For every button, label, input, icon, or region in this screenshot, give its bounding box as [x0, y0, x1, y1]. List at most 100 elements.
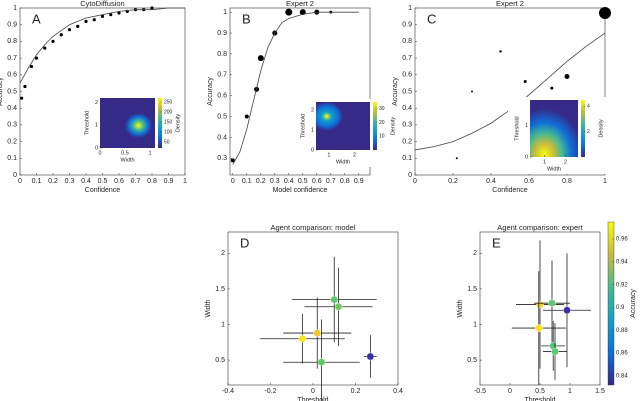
x-tick-label: 0.7: [131, 178, 141, 185]
inset-colorbar: [373, 102, 377, 150]
y-tick-label: 0.4: [402, 105, 412, 112]
y-tick-label: 0.6: [7, 72, 17, 79]
colorbar-tick-label: 0.84: [616, 373, 628, 379]
data-point: [43, 46, 47, 50]
data-point: [76, 24, 80, 28]
y-tick-label: 0.5: [215, 357, 225, 364]
colorbar-tick-label: 0.88: [616, 328, 628, 334]
x-tick-label: 0.9: [164, 178, 174, 185]
x-tick-label: 0.4: [284, 178, 294, 185]
x-tick-label: 0.4: [81, 178, 91, 185]
inset-colorbar-tick-label: 10: [379, 134, 385, 140]
x-axis-label: Threshold: [297, 397, 328, 401]
y-tick-label: 1.5: [215, 286, 225, 293]
y-tick-label: 0.6: [402, 72, 412, 79]
data-point: [244, 114, 249, 119]
inset-heatmap: [316, 102, 370, 150]
fit-curve: [232, 11, 359, 165]
inset-y-label: Threshold: [514, 116, 520, 140]
chart-title: Expert 2: [286, 0, 314, 8]
x-axis-label: Model confidence: [273, 187, 328, 194]
x-axis-label: Confidence: [492, 187, 528, 194]
colorbar-tick-label: 0.9: [616, 305, 625, 311]
inset-y-tick-label: 1: [525, 123, 528, 129]
x-tick-label: 1: [568, 388, 572, 395]
y-axis-label: Accuracy: [392, 77, 399, 106]
chart-title: Agent comparison: expert: [497, 223, 583, 232]
y-tick-label: 1: [408, 5, 412, 12]
y-tick-label: 0: [13, 172, 17, 179]
inset-y-tick-label: 0: [311, 147, 314, 153]
data-point: [230, 158, 235, 163]
y-tick-label: 0.7: [402, 55, 412, 62]
data-point: [317, 358, 326, 367]
panel-label: B: [242, 11, 251, 26]
x-tick-label: 1.5: [595, 388, 605, 395]
plot-area: [229, 7, 371, 176]
chart-title: CytoDiffusion: [80, 0, 124, 8]
y-tick-label: 0.2: [402, 138, 412, 145]
inset-x-tick-label: 2: [564, 159, 567, 165]
y-tick-label: 0.6: [217, 93, 227, 100]
y-tick-label: 0.4: [217, 134, 227, 141]
x-tick-label: 0.8: [340, 178, 350, 185]
panel-label: D: [240, 235, 249, 250]
inset-y-tick-label: 1: [311, 127, 314, 133]
inset-x-tick-label: 0: [98, 150, 101, 156]
inset-x-tick-label: 2: [353, 152, 356, 158]
data-point: [330, 295, 339, 304]
inset-colorbar-tick-label: 150: [164, 119, 173, 125]
y-tick-label: 0.3: [217, 155, 227, 162]
y-tick-label: 0.7: [7, 55, 17, 62]
colorbar-label: Accuracy: [630, 289, 637, 318]
inset-heatmap: [530, 100, 578, 157]
x-tick-label: 0.4: [486, 178, 496, 185]
x-tick-label: 0.2: [448, 178, 458, 185]
inset-x-label: Width: [547, 166, 561, 172]
x-tick-label: 0: [18, 178, 22, 185]
y-tick-label: 0.8: [7, 38, 17, 45]
y-axis-label: Accuracy: [207, 77, 214, 106]
x-tick-label: 0.3: [270, 178, 280, 185]
colorbar-tick-label: 0.92: [616, 282, 628, 288]
data-point: [455, 157, 458, 160]
panel-label: E: [492, 235, 501, 250]
data-point: [366, 352, 375, 361]
x-tick-label: 0: [413, 178, 417, 185]
data-point: [551, 347, 559, 356]
data-point: [67, 28, 72, 32]
colorbar-tick-label: 0.94: [616, 259, 628, 265]
data-point: [29, 64, 34, 69]
chart-title: Agent comparison: model: [270, 223, 355, 232]
inset-y-label: Threshold: [300, 114, 306, 138]
inset-colorbar-label: Density: [390, 117, 396, 136]
y-tick-label: 1: [473, 321, 477, 328]
x-tick-label: 0: [231, 178, 235, 185]
x-tick-label: 0.5: [535, 388, 545, 395]
x-tick-label: 0.6: [312, 178, 322, 185]
data-point: [285, 8, 293, 16]
data-point: [23, 84, 27, 89]
y-tick-label: 0.8: [402, 38, 412, 45]
data-point: [34, 56, 39, 60]
x-tick-label: 0.2: [48, 178, 58, 185]
colorbar-tick-label: 0.96: [616, 237, 628, 243]
x-axis-label: Confidence: [85, 187, 121, 194]
x-tick-label: 0.2: [256, 178, 266, 185]
y-tick-label: 0: [408, 172, 412, 179]
data-point: [523, 79, 527, 83]
inset-colorbar-label: Density: [175, 114, 181, 133]
inset-heatmap: [100, 98, 155, 148]
inset-colorbar-tick-label: 250: [164, 99, 173, 105]
panel-label: A: [32, 11, 41, 26]
y-tick-label: 1.5: [467, 286, 477, 293]
chart-title: Expert 2: [496, 0, 524, 8]
y-tick-label: 0.9: [217, 30, 227, 37]
x-tick-label: 1: [603, 178, 607, 185]
y-tick-label: 2: [221, 250, 225, 257]
x-tick-label: 0.4: [393, 388, 403, 395]
x-axis-label: Threshold: [524, 397, 555, 401]
x-tick-label: 0.3: [65, 178, 75, 185]
inset-colorbar: [158, 98, 162, 148]
